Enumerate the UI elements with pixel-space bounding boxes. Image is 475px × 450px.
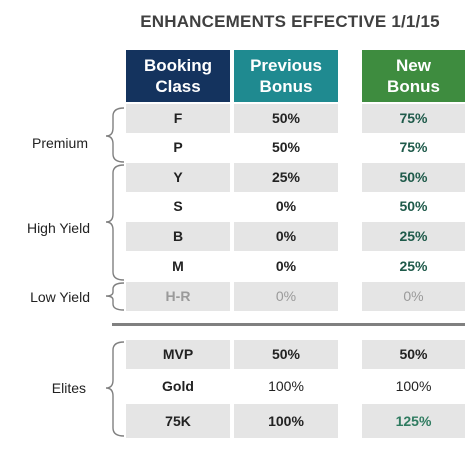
cell-class: M [172, 258, 184, 274]
table-row-75k: 75K 100% 125% [126, 404, 465, 438]
cell-class: P [173, 139, 183, 155]
page-title: ENHANCEMENTS EFFECTIVE 1/1/15 [140, 12, 440, 31]
table-row-m: M 0% 25% [126, 252, 465, 281]
table-row-b: B 0% 25% [126, 222, 465, 251]
group-label-premium: Premium [31, 135, 88, 151]
header-previous-line1: Previous [250, 56, 322, 75]
brace-high-yield [105, 164, 125, 281]
cell-previous: 50% [234, 340, 338, 369]
header-previous-bonus: Previous Bonus [234, 50, 338, 102]
brace-elites [105, 341, 125, 437]
group-label-low-yield: Low Yield [30, 289, 90, 305]
cell-new: 50% [362, 340, 465, 369]
table-row-h-r: H-R 0% 0% [126, 282, 465, 311]
group-label-elites: Elites [51, 380, 86, 396]
header-booking-line2: Class [155, 77, 201, 96]
cell-class: B [126, 222, 230, 251]
cell-previous: 50% [271, 139, 301, 155]
cell-status: Gold [162, 378, 194, 394]
cell-class: H-R [126, 282, 230, 311]
cell-previous: 25% [234, 163, 338, 192]
cell-new: 75% [399, 139, 428, 155]
cell-status: 75K [126, 404, 230, 438]
cell-class: S [173, 198, 183, 214]
cell-previous: 100% [234, 404, 338, 438]
cell-previous: 50% [234, 104, 338, 133]
header-new-bonus: New Bonus [362, 50, 465, 102]
cell-previous: 0% [275, 198, 297, 214]
header-booking-class: Booking Class [126, 50, 230, 102]
cell-previous: 100% [268, 378, 304, 394]
cell-previous: 0% [234, 282, 338, 311]
cell-new: 75% [362, 104, 465, 133]
cell-new: 0% [362, 282, 465, 311]
cell-class: F [126, 104, 230, 133]
header-new-line2: Bonus [387, 77, 440, 96]
cell-previous: 0% [275, 258, 297, 274]
table-row-s: S 0% 50% [126, 192, 465, 221]
header-new-line1: New [396, 56, 431, 75]
cell-previous: 0% [234, 222, 338, 251]
cell-new: 100% [395, 378, 432, 394]
brace-low-yield [105, 282, 125, 311]
section-divider [112, 323, 465, 326]
cell-new: 25% [399, 258, 428, 274]
table-row-p: P 50% 75% [126, 133, 465, 162]
group-braces [105, 107, 125, 437]
cell-status: MVP [126, 340, 230, 369]
cell-new: 50% [362, 163, 465, 192]
cell-new: 125% [362, 404, 465, 438]
table-row-y: Y 25% 50% [126, 163, 465, 192]
table-row-gold: Gold 100% 100% [126, 372, 465, 401]
header-previous-line2: Bonus [259, 77, 313, 96]
header-booking-line1: Booking [144, 56, 212, 75]
cell-new: 25% [362, 222, 465, 251]
table-row-f: F 50% 75% [126, 104, 465, 133]
brace-premium [105, 107, 125, 163]
cell-new: 50% [399, 198, 428, 214]
cell-class: Y [126, 163, 230, 192]
group-label-high-yield: High Yield [26, 220, 90, 236]
table-row-mvp: MVP 50% 50% [126, 340, 465, 369]
